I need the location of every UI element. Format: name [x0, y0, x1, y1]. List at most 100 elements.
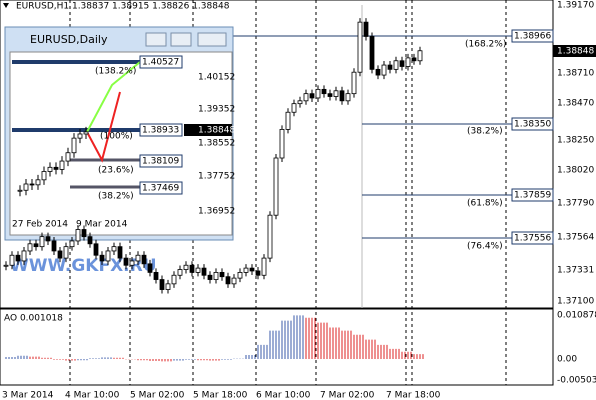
ao-label: AO 0.001018 [4, 314, 63, 324]
candle [399, 60, 405, 67]
candle [405, 57, 411, 67]
fib-label: (23.6%) [98, 166, 134, 176]
price-label: 1.37331 [557, 266, 594, 276]
level-box [139, 55, 183, 69]
candle [333, 90, 339, 97]
candle [135, 254, 141, 262]
candle [63, 246, 69, 259]
inset-price-label: 1.36952 [198, 207, 235, 217]
candle [81, 229, 87, 238]
maximize-button[interactable] [170, 32, 192, 47]
ao-axis-label: -0.005034 [557, 376, 596, 386]
candle [393, 60, 399, 70]
time-label: 7 Mar 18:00 [386, 391, 441, 400]
candle [189, 264, 195, 273]
level-label: 1.38966 [514, 32, 551, 42]
candle [387, 64, 393, 70]
fib-label: (138.2%) [95, 67, 136, 77]
price-label: 1.38020 [557, 166, 594, 176]
price-label: 1.38250 [557, 136, 594, 146]
candle [339, 90, 345, 102]
candle [195, 267, 201, 273]
candle [147, 263, 153, 273]
level-label: 1.37556 [514, 234, 551, 244]
date-label: 27 Feb 2014 [12, 220, 68, 230]
candle [21, 250, 27, 262]
level-label: 1.38109 [142, 157, 179, 167]
time-label: 3 Mar 2014 [2, 391, 54, 400]
candle [69, 240, 75, 248]
candle [285, 111, 291, 130]
candle [105, 250, 111, 262]
candle [357, 21, 363, 73]
fib-label: (100%) [100, 132, 133, 142]
candle [219, 272, 225, 278]
current-box [184, 124, 232, 136]
time-label: 5 Mar 18:00 [193, 391, 248, 400]
candle [93, 243, 99, 256]
candle [57, 250, 63, 259]
candle [279, 129, 285, 159]
candle [45, 236, 51, 242]
candle [83, 131, 89, 135]
level-label: 1.37859 [514, 191, 551, 201]
candle [231, 277, 237, 285]
candle [177, 269, 183, 276]
inset-price-label: 1.38552 [198, 139, 235, 149]
level-box [139, 154, 183, 168]
candle [237, 272, 243, 279]
candle [111, 246, 117, 252]
price-label: 1.38710 [557, 69, 594, 79]
candle [15, 254, 21, 262]
ao-axis-label: 0.00 [557, 355, 577, 365]
level-box [511, 188, 554, 202]
fib-label: (168.2%) [465, 40, 506, 50]
candle [183, 264, 189, 270]
candle [53, 166, 59, 170]
close-button[interactable] [197, 32, 227, 47]
candle [59, 160, 65, 170]
candle [87, 236, 93, 245]
candle [207, 274, 213, 280]
candle [75, 229, 81, 242]
candle [225, 276, 231, 285]
candle [201, 267, 207, 276]
candle [41, 171, 47, 181]
candle [17, 189, 23, 192]
arrow [3, 3, 9, 8]
current-box [553, 45, 596, 57]
candle [35, 179, 41, 186]
inset-window: EURUSD,Daily (138.2%) (100%) (23.6%) (38… [4, 26, 235, 241]
fib-label: (61.8%) [467, 199, 503, 209]
level-label: 1.40527 [142, 58, 179, 68]
level-box [511, 117, 554, 131]
price-label: 1.37790 [557, 199, 594, 209]
candle [291, 103, 297, 113]
candle [411, 57, 417, 62]
candle [9, 254, 15, 266]
candle [153, 272, 159, 280]
candle [171, 274, 177, 285]
candle [27, 243, 33, 252]
candle [243, 267, 249, 273]
candle [39, 236, 45, 248]
inset-title: EURUSD,Daily [30, 33, 108, 46]
candle [315, 88, 321, 99]
candle [321, 88, 327, 95]
candle [309, 93, 315, 99]
header: EURUSD,H1 1.38837 1.38915 1.38826 1.3884… [16, 2, 230, 12]
candle [99, 254, 105, 262]
level-label: 1.37469 [142, 184, 179, 194]
candle [375, 68, 381, 76]
candle [363, 21, 369, 37]
level-label: 1.38350 [514, 120, 551, 130]
current-price: 1.38848 [557, 47, 594, 57]
candle [255, 270, 261, 276]
candle [129, 260, 135, 266]
candle [65, 152, 71, 162]
minimize-button[interactable] [145, 32, 167, 47]
candle [71, 137, 77, 154]
candle [327, 93, 333, 97]
time-label: 5 Mar 02:00 [130, 391, 185, 400]
